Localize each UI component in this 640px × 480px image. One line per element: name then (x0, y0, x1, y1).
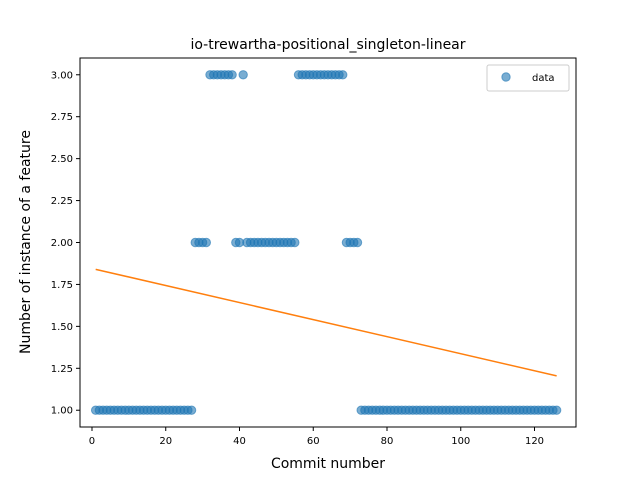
x-axis: 0 20 40 60 80 100 120 (89, 427, 544, 447)
legend-box (486, 64, 570, 92)
x-tick-label: 0 (89, 436, 95, 447)
x-tick-label: 60 (307, 436, 320, 447)
x-tick-label: 120 (525, 436, 544, 447)
x-tick-label: 40 (233, 436, 246, 447)
x-tick-label: 100 (451, 436, 470, 447)
data-point (201, 237, 212, 248)
y-tick-label: 1.25 (51, 364, 73, 375)
legend-label: data (532, 73, 555, 84)
y-tick-label: 1.75 (51, 280, 73, 291)
legend: data (486, 64, 570, 92)
data-point (186, 405, 197, 415)
y-tick-label: 1.50 (51, 322, 73, 333)
plot-area (90, 70, 562, 415)
legend-marker (501, 72, 511, 82)
y-axis: 1.00 1.25 1.50 1.75 2.00 2.25 2.50 2.75 3.00 (51, 70, 80, 417)
y-tick-label: 2.25 (51, 196, 73, 207)
x-tick-label: 80 (381, 436, 394, 447)
data-point (290, 237, 300, 248)
y-tick-label: 1.00 (51, 406, 73, 417)
data-point (238, 70, 248, 80)
x-axis-label: Commit number (271, 456, 385, 472)
y-tick-label: 2.50 (51, 154, 73, 165)
chart-title: io-trewartha-positional_singleton-linear (190, 37, 465, 53)
x-tick-label: 20 (159, 436, 172, 447)
data-point (551, 405, 562, 415)
y-tick-label: 2.00 (51, 238, 73, 249)
data-point (338, 70, 348, 80)
data-point (352, 237, 363, 248)
fit-line (95, 268, 557, 377)
y-tick-label: 3.00 (51, 70, 73, 81)
data-point (227, 70, 237, 80)
y-axis-label: Number of instance of a feature (18, 130, 34, 354)
y-tick-label: 2.75 (51, 112, 73, 123)
